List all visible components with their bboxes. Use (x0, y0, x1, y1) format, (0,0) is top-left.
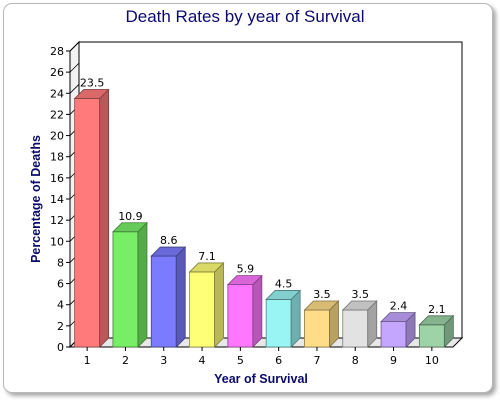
data-label: 10.9 (118, 210, 143, 223)
bar-front (418, 324, 445, 348)
bar-top (150, 246, 187, 257)
bar-front (227, 284, 254, 348)
y-tick-wall-mark (69, 62, 80, 73)
bar-side (290, 289, 301, 348)
y-tick-label: 24 (50, 87, 64, 100)
bar-top (380, 312, 417, 323)
bar-top (73, 89, 110, 99)
y-tick-label: 10 (50, 235, 64, 248)
bar-2 (111, 221, 148, 348)
y-tick-wall-mark (69, 84, 80, 94)
bar-7 (303, 300, 340, 348)
data-label: 23.5 (80, 77, 105, 90)
bar-front (189, 271, 215, 348)
data-label: 2.4 (390, 300, 408, 313)
data-label: 3.5 (352, 288, 370, 301)
data-label: 7.1 (198, 250, 216, 263)
y-tick-label: 0 (57, 341, 64, 354)
bar-top (265, 290, 302, 300)
bar-top (341, 300, 378, 311)
bar-front (74, 98, 101, 348)
y-tick-label: 16 (50, 172, 64, 185)
y-tick-label: 4 (57, 299, 64, 312)
bar-side (137, 221, 148, 348)
bar-9 (380, 311, 417, 348)
bar-side (175, 246, 186, 348)
x-axis-label: Year of Survival (214, 372, 308, 386)
data-label: 5.9 (237, 263, 255, 276)
bar-top (418, 315, 455, 326)
data-label: 3.5 (313, 288, 331, 301)
bar-1 (73, 88, 110, 348)
bar-front (342, 309, 369, 348)
y-tick-label: 20 (50, 130, 64, 143)
y-tick-label: 8 (57, 256, 64, 269)
y-axis-label: Percentage of Deaths (29, 135, 43, 263)
bar-front (380, 321, 407, 348)
y-tick-label: 22 (50, 108, 64, 121)
y-tick-label: 2 (57, 320, 64, 333)
bar-side (252, 274, 263, 348)
x-tick-label: 3 (160, 354, 167, 367)
bar-10 (418, 314, 455, 348)
y-tick-label: 6 (57, 278, 64, 291)
x-tick-label: 8 (352, 354, 359, 367)
y-tick-wall-mark (69, 41, 80, 52)
bar-5 (226, 274, 263, 348)
bar-front (150, 255, 177, 348)
data-label: 4.5 (275, 277, 293, 290)
x-tick-label: 2 (122, 354, 129, 367)
y-tick-label: 14 (50, 193, 64, 206)
bar-top (303, 300, 340, 311)
bar-8 (341, 300, 378, 348)
bar-top (226, 275, 263, 286)
x-tick-label: 9 (390, 354, 397, 367)
data-label: 2.1 (428, 303, 446, 316)
x-tick-label: 4 (199, 354, 206, 367)
y-tick-label: 28 (50, 45, 64, 58)
y-tick-label: 26 (50, 66, 64, 79)
y-tick-label: 12 (50, 214, 64, 227)
bar-top (111, 222, 148, 233)
bar-3 (150, 246, 187, 348)
y-tick-label: 18 (50, 151, 64, 164)
bar-front (265, 299, 292, 348)
bar-6 (265, 289, 302, 348)
x-tick-label: 1 (84, 354, 91, 367)
x-tick-label: 6 (275, 354, 282, 367)
x-tick-label: 10 (425, 354, 439, 367)
bar-front (304, 309, 330, 348)
bar-side (214, 261, 224, 348)
x-tick-label: 5 (237, 354, 244, 367)
data-label: 8.6 (160, 234, 178, 247)
chart-title: Death Rates by year of Survival (125, 7, 364, 26)
bar-4 (188, 261, 225, 348)
bar-top (188, 262, 225, 273)
bar-side (99, 88, 110, 348)
x-tick-label: 7 (313, 354, 320, 367)
bar-front (112, 231, 139, 348)
